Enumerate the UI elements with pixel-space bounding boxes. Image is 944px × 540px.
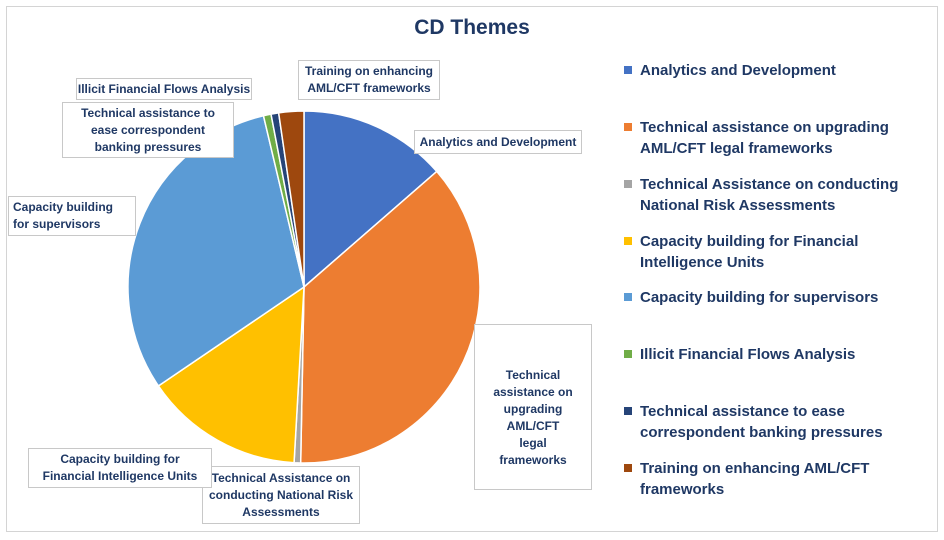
slice-label-upgrading-aml-cft: Technical assistance on upgrading AML/CF… (474, 324, 592, 490)
legend-item-illicit-flows: Illicit Financial Flows Analysis (624, 344, 924, 365)
legend-swatch (624, 464, 632, 472)
slice-label-national-risk: Technical Assistance on conducting Natio… (202, 466, 360, 524)
pie-slice-4 (157, 285, 305, 464)
legend-label: Technical assistance on upgrading AML/CF… (640, 119, 889, 157)
legend-label: Technical Assistance on conducting Natio… (640, 176, 899, 214)
legend-swatch (624, 350, 632, 358)
legend-label: Technical assistance to ease corresponde… (640, 403, 883, 441)
slice-label-supervisors: Capacity building for supervisors (8, 196, 136, 236)
legend-item-correspondent-banking: Technical assistance to ease corresponde… (624, 401, 924, 443)
legend-item-national-risk: Technical Assistance on conducting Natio… (624, 174, 924, 216)
pie-slice-8 (277, 110, 305, 288)
slice-label-correspondent-banking: Technical assistance to ease corresponde… (62, 102, 234, 158)
legend-label: Capacity building for supervisors (640, 289, 879, 306)
slice-label-fiu: Capacity building for Financial Intellig… (28, 448, 212, 488)
legend-swatch (624, 293, 632, 301)
legend-swatch (624, 237, 632, 245)
legend-swatch (624, 407, 632, 415)
legend-item-supervisors: Capacity building for supervisors (624, 287, 924, 308)
legend-label: Analytics and Development (640, 62, 836, 79)
pie-slice-2 (299, 170, 481, 464)
legend-swatch (624, 180, 632, 188)
legend-item-training: Training on enhancing AML/CFT frameworks (624, 458, 924, 500)
chart-title: CD Themes (414, 16, 530, 39)
legend-label: Illicit Financial Flows Analysis (640, 346, 856, 363)
slice-label-training: Training on enhancing AML/CFT frameworks (298, 60, 440, 100)
legend-swatch (624, 66, 632, 74)
pie-slice-1 (303, 110, 438, 289)
slice-label-illicit-flows: Illicit Financial Flows Analysis (76, 78, 252, 100)
legend-label: Training on enhancing AML/CFT frameworks (640, 460, 870, 498)
slice-label-analytics: Analytics and Development (414, 130, 582, 154)
legend-label: Capacity building for Financial Intellig… (640, 233, 859, 271)
legend-swatch (624, 123, 632, 131)
legend-item-analytics: Analytics and Development (624, 60, 924, 81)
legend-item-fiu: Capacity building for Financial Intellig… (624, 231, 924, 273)
legend-item-upgrading-aml-cft: Technical assistance on upgrading AML/CF… (624, 117, 924, 159)
